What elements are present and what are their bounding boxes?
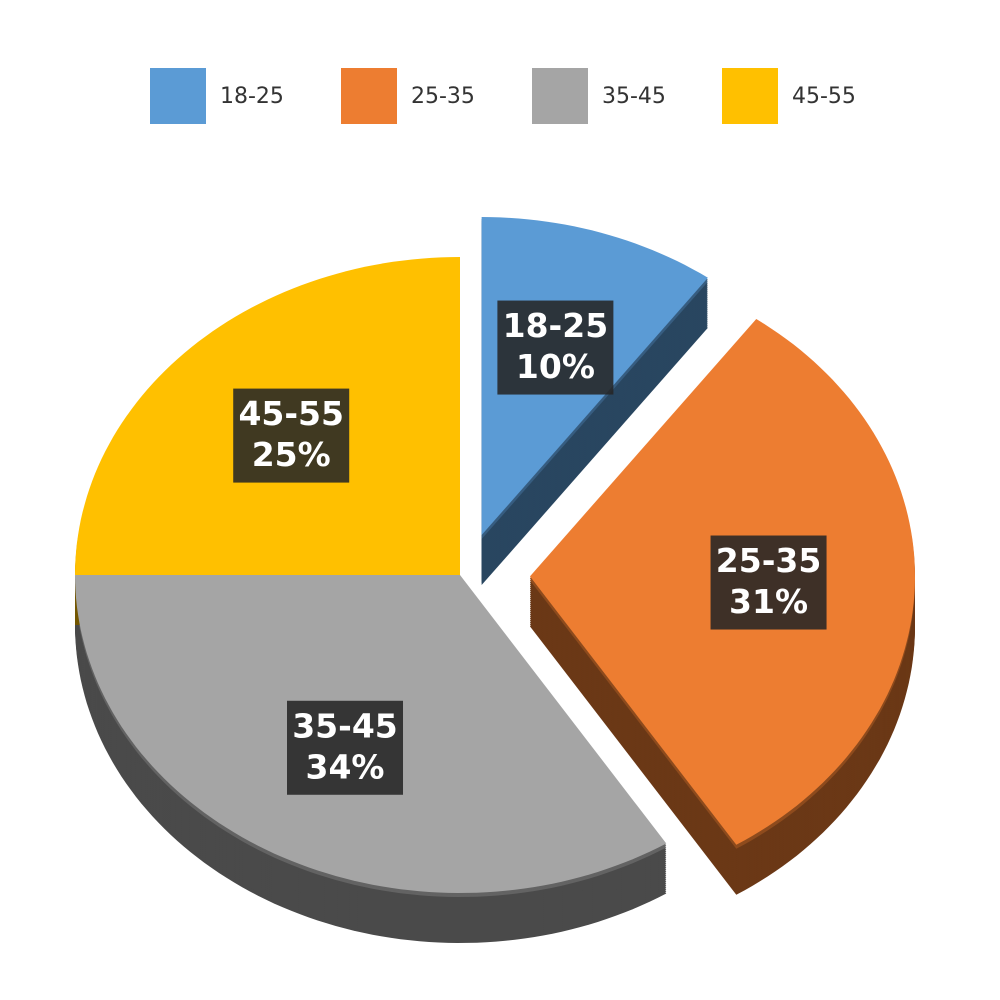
data-label-category: 45-55 bbox=[238, 394, 344, 433]
data-label-category: 18-25 bbox=[503, 306, 609, 345]
legend-swatch bbox=[722, 68, 778, 124]
legend-label: 25-35 bbox=[411, 84, 475, 109]
data-label: 34% bbox=[306, 747, 385, 786]
label-box bbox=[287, 700, 404, 795]
legend-label: 45-55 bbox=[792, 84, 856, 109]
legend-swatch bbox=[341, 68, 397, 124]
legend-swatch bbox=[532, 68, 588, 124]
data-label: 25% bbox=[252, 435, 331, 474]
label-box bbox=[710, 535, 827, 630]
data-label-category: 35-45 bbox=[292, 706, 398, 745]
data-label-category: 25-35 bbox=[716, 541, 822, 580]
label-box bbox=[497, 300, 614, 395]
legend-label: 18-25 bbox=[220, 84, 284, 109]
legend-label: 35-45 bbox=[602, 84, 666, 109]
data-label: 10% bbox=[516, 347, 595, 386]
legend-swatch bbox=[150, 68, 206, 124]
label-box bbox=[233, 388, 350, 483]
data-label: 31% bbox=[729, 582, 808, 621]
